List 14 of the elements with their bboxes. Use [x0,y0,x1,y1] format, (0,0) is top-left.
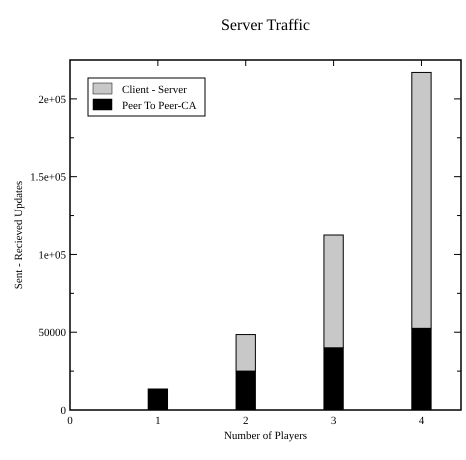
x-axis-title: Number of Players [224,430,308,442]
legend-label: Client - Server [122,84,188,96]
y-tick-label: 0 [60,405,66,417]
x-tick-label: 1 [155,415,161,427]
x-tick-label: 2 [242,415,248,427]
y-tick-label: 50000 [38,327,66,340]
x-tick-label: 4 [418,415,425,427]
y-tick-label: 1e+05 [38,249,66,262]
y-tick-label: 1.5e+05 [30,172,66,184]
y-tick-label: 2e+05 [38,94,66,106]
legend-label: Peer To Peer-CA [122,100,197,112]
x-tick-label: 3 [330,415,337,427]
y-axis-title: Sent - Recieved Updates [13,180,25,290]
chart-title: Server Traffic [220,17,310,34]
